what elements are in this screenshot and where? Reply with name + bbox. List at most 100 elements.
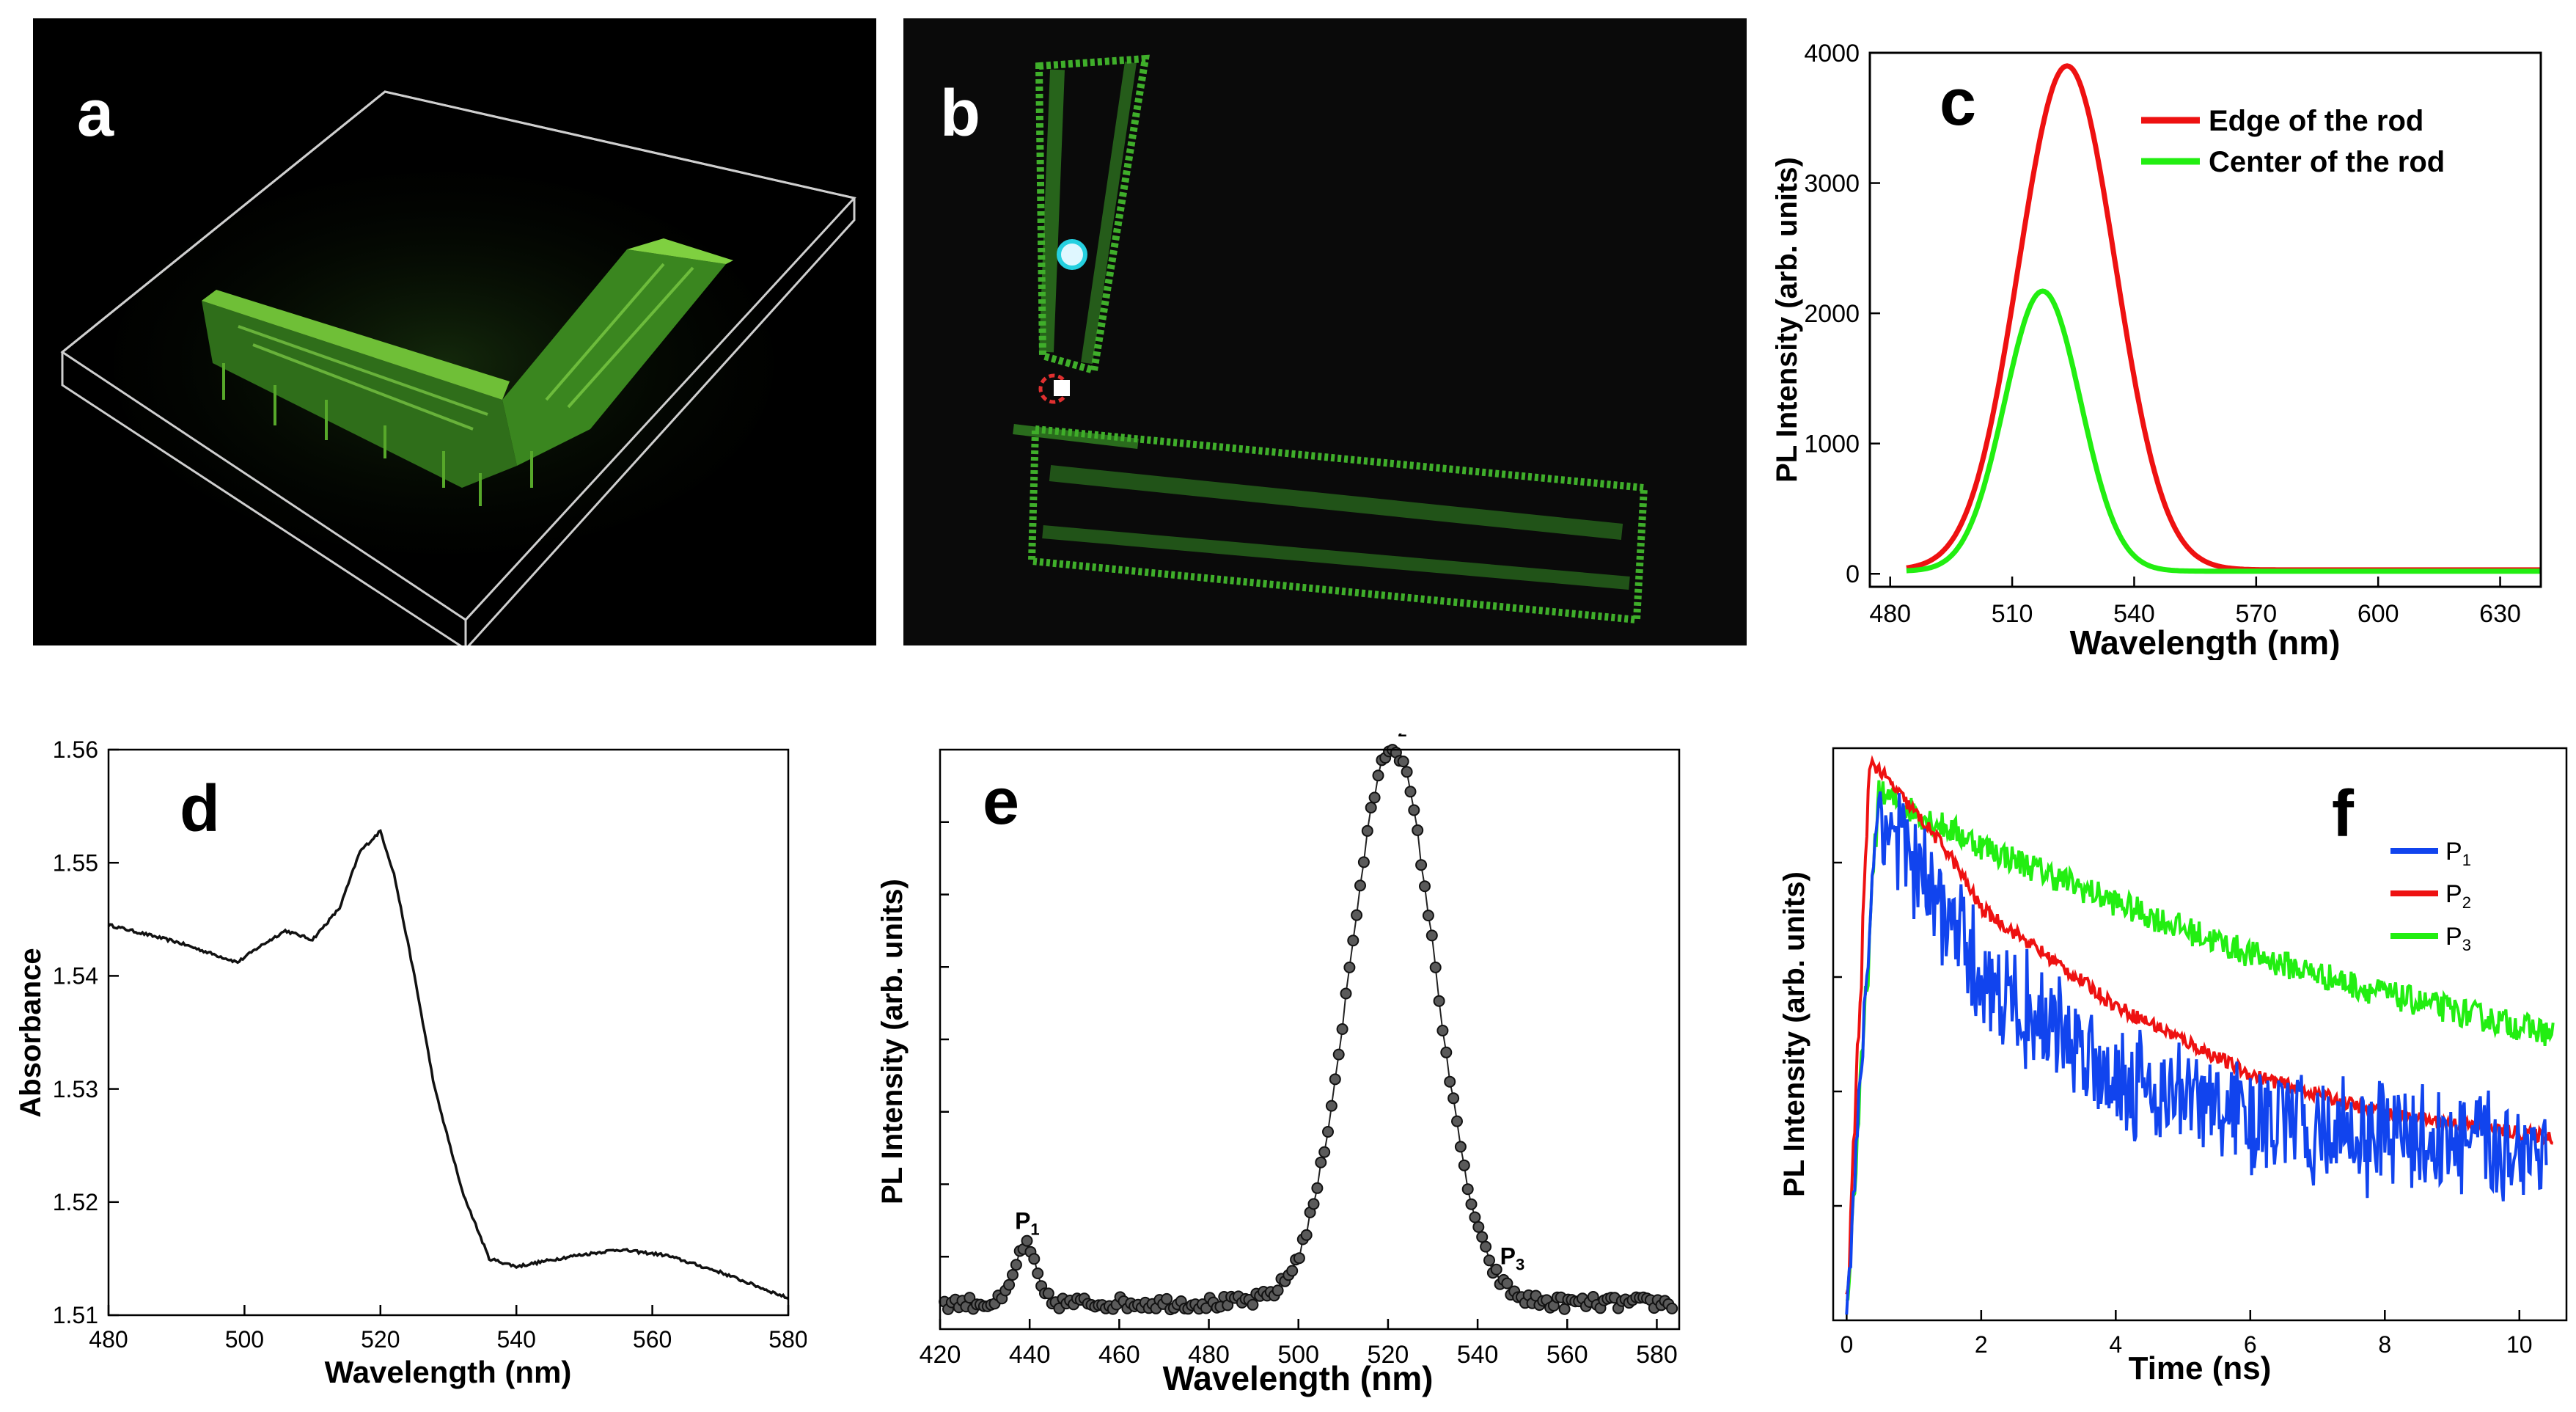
y-axis-label: PL Intensity (arb. units) — [1778, 871, 1810, 1197]
data-point — [1429, 961, 1442, 973]
data-point — [1436, 1025, 1449, 1036]
y-tick-label: 1.51 — [53, 1302, 98, 1328]
panel-e: 420 440 460 480 500 520 540 560 580 P1 P2 P3 e Wav… — [858, 709, 1701, 1408]
y-tick-label: 4000 — [1804, 40, 1860, 67]
data-point — [1021, 1234, 1033, 1247]
x-tick-label: 440 — [1009, 1341, 1051, 1369]
x-tick-label: 580 — [768, 1326, 807, 1353]
x-tick-label: 540 — [1457, 1341, 1499, 1369]
plot-frame — [939, 748, 1681, 1331]
marker-cyan-circle — [1057, 239, 1087, 270]
data-point — [1343, 961, 1356, 973]
decay-line-p1 — [1845, 791, 2548, 1315]
x-tick-label: 560 — [633, 1326, 672, 1353]
x-tick-label: 510 — [1992, 600, 2033, 628]
data-point — [1340, 987, 1352, 1000]
decay-line-p2 — [1845, 755, 2554, 1295]
x-tick-label: 570 — [2235, 600, 2277, 628]
data-point — [1458, 1159, 1470, 1171]
x-tick-label: 480 — [1188, 1341, 1230, 1369]
y-tick-label: 1.55 — [53, 849, 98, 876]
x-tick-label: 500 — [1277, 1341, 1319, 1369]
panel-c-letter: c — [1940, 66, 1976, 139]
green-rod-structure — [202, 238, 733, 506]
marker-white-square — [1054, 380, 1070, 396]
panel-a-letter: a — [77, 77, 114, 150]
data-point — [964, 1292, 976, 1304]
panel-e-letter: e — [983, 765, 1019, 838]
series-line-edge — [1906, 63, 2541, 573]
peak-label-p2: P2 — [1382, 734, 1407, 740]
decay-line-p3 — [1845, 780, 2555, 1302]
plot-frame — [1868, 51, 2542, 588]
x-tick-label: 6 — [2244, 1331, 2257, 1358]
x-tick-label: 520 — [1368, 1341, 1409, 1369]
x-axis-label: Time (ns) — [2129, 1350, 2272, 1386]
x-tick-label: 580 — [1636, 1341, 1678, 1369]
x-tick-label: 4 — [2109, 1331, 2122, 1358]
data-point — [1480, 1240, 1492, 1253]
data-point — [1032, 1267, 1044, 1279]
data-point — [1412, 824, 1424, 836]
x-tick-label: 2 — [1975, 1331, 1988, 1358]
panel-e-chart: 420 440 460 480 500 520 540 560 580 P1 P2 P3 e Wav… — [876, 709, 1681, 1397]
panel-f: 0 2 4 6 8 10 f P1 P2 P3 Time (ns) PL Intensit… — [1753, 734, 2576, 1408]
y-tick-label: 1.52 — [53, 1189, 98, 1215]
data-point — [1286, 1265, 1299, 1277]
legend: Edge of the rod Center of the rod — [2141, 105, 2445, 178]
data-point — [1404, 786, 1417, 798]
panel-d-letter: d — [180, 772, 220, 846]
panel-b-letter: b — [940, 77, 980, 150]
panel-a: a — [33, 18, 876, 651]
data-point — [1372, 769, 1384, 782]
data-point — [1354, 879, 1366, 892]
y-tick-label: 1.53 — [53, 1076, 98, 1102]
data-point — [1318, 1146, 1331, 1158]
legend-label-p2: P2 — [2445, 880, 2471, 912]
data-point — [1315, 1156, 1327, 1168]
panel-b: b — [903, 18, 1747, 645]
panel-f-chart: 0 2 4 6 8 10 f P1 P2 P3 Time (ns) PL Intensit… — [1778, 747, 2568, 1386]
data-point — [1501, 1277, 1513, 1290]
data-point — [1397, 756, 1409, 768]
panel-f-letter: f — [2332, 778, 2355, 851]
data-point — [1329, 1073, 1341, 1086]
legend: P1 P2 P3 — [2390, 838, 2471, 954]
data-point — [1461, 1183, 1474, 1196]
data-point — [1325, 1100, 1337, 1112]
panel-c: 480 510 540 570 600 630 0 1000 2000 3000 4000 c Ed… — [1760, 15, 2576, 662]
y-axis-label: PL Intensity (arb. units) — [876, 879, 909, 1204]
legend-label-edge: Edge of the rod — [2209, 105, 2423, 137]
data-point — [1322, 1126, 1334, 1138]
absorbance-line — [107, 829, 789, 1301]
x-tick-label: 460 — [1098, 1341, 1140, 1369]
x-tick-label: 10 — [2506, 1331, 2533, 1358]
spectrum-line — [944, 748, 1673, 1312]
data-point — [1247, 1298, 1259, 1311]
data-point — [1007, 1269, 1019, 1281]
y-tick-label: 1.56 — [53, 736, 98, 763]
x-tick-label: 540 — [2113, 600, 2155, 628]
data-point — [1425, 929, 1438, 942]
x-tick-label: 500 — [225, 1326, 264, 1353]
y-tick-label: 2000 — [1804, 300, 1860, 328]
legend-label-p1: P1 — [2445, 838, 2471, 869]
data-point — [1042, 1287, 1054, 1300]
data-point — [1476, 1231, 1489, 1243]
y-axis-label: PL Intensity (arb. units) — [1771, 157, 1803, 483]
data-point — [1454, 1141, 1467, 1153]
data-point — [1003, 1279, 1016, 1291]
y-tick-label: 1000 — [1804, 431, 1860, 458]
data-point — [1422, 910, 1434, 922]
data-point — [1272, 1284, 1284, 1297]
x-tick-label: 0 — [1840, 1331, 1853, 1358]
data-point — [1419, 880, 1431, 893]
y-tick-label: 0 — [1846, 560, 1860, 588]
data-point — [1666, 1302, 1678, 1314]
x-tick-label: 520 — [361, 1326, 400, 1353]
x-axis-label: Wavelength (nm) — [1163, 1359, 1434, 1397]
y-tick-label: 3000 — [1804, 169, 1860, 197]
panel-c-chart: 480 510 540 570 600 630 0 1000 2000 3000 4000 c Ed… — [1771, 40, 2542, 662]
data-point — [1361, 824, 1373, 837]
data-point — [1415, 859, 1428, 871]
